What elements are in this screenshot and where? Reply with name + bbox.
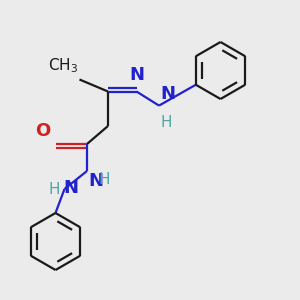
Text: N: N [129,66,144,84]
Text: N: N [88,172,104,190]
Text: H: H [49,182,60,196]
Text: CH$_3$: CH$_3$ [48,56,78,75]
Text: N: N [160,85,175,103]
Text: H: H [161,115,172,130]
Text: N: N [63,179,78,197]
Text: H: H [98,172,110,188]
Text: O: O [35,122,50,140]
